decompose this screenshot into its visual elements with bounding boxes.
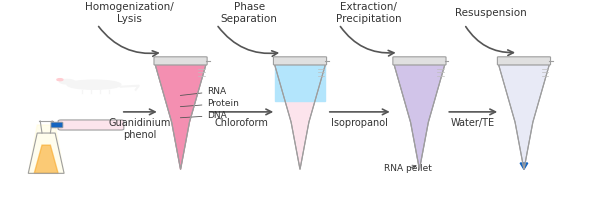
- Polygon shape: [155, 65, 206, 169]
- FancyBboxPatch shape: [274, 57, 326, 65]
- Text: Isopropanol: Isopropanol: [331, 118, 388, 128]
- FancyBboxPatch shape: [393, 57, 446, 65]
- Text: Resuspension: Resuspension: [455, 8, 527, 18]
- Text: DNA: DNA: [181, 111, 227, 120]
- Circle shape: [57, 79, 63, 81]
- Text: Homogenization/
Lysis: Homogenization/ Lysis: [85, 2, 174, 24]
- Polygon shape: [28, 125, 64, 173]
- Text: Chloroform: Chloroform: [215, 118, 268, 128]
- Text: RNA pellet: RNA pellet: [383, 164, 431, 173]
- FancyBboxPatch shape: [154, 57, 207, 65]
- Text: Phase
Separation: Phase Separation: [221, 2, 278, 24]
- Text: Extraction/
Precipitation: Extraction/ Precipitation: [336, 2, 401, 24]
- FancyBboxPatch shape: [58, 120, 124, 130]
- Polygon shape: [520, 163, 528, 169]
- Polygon shape: [275, 65, 325, 169]
- Text: Water/TE: Water/TE: [451, 118, 495, 128]
- Ellipse shape: [67, 80, 121, 89]
- Text: RNA: RNA: [181, 87, 227, 96]
- Polygon shape: [275, 65, 325, 101]
- FancyBboxPatch shape: [497, 57, 551, 65]
- Polygon shape: [499, 65, 549, 169]
- Text: Guanidinium
phenol: Guanidinium phenol: [109, 118, 171, 139]
- Text: Protein: Protein: [181, 99, 239, 108]
- Polygon shape: [34, 145, 58, 173]
- Ellipse shape: [59, 80, 74, 84]
- FancyBboxPatch shape: [51, 122, 63, 128]
- Polygon shape: [394, 65, 445, 169]
